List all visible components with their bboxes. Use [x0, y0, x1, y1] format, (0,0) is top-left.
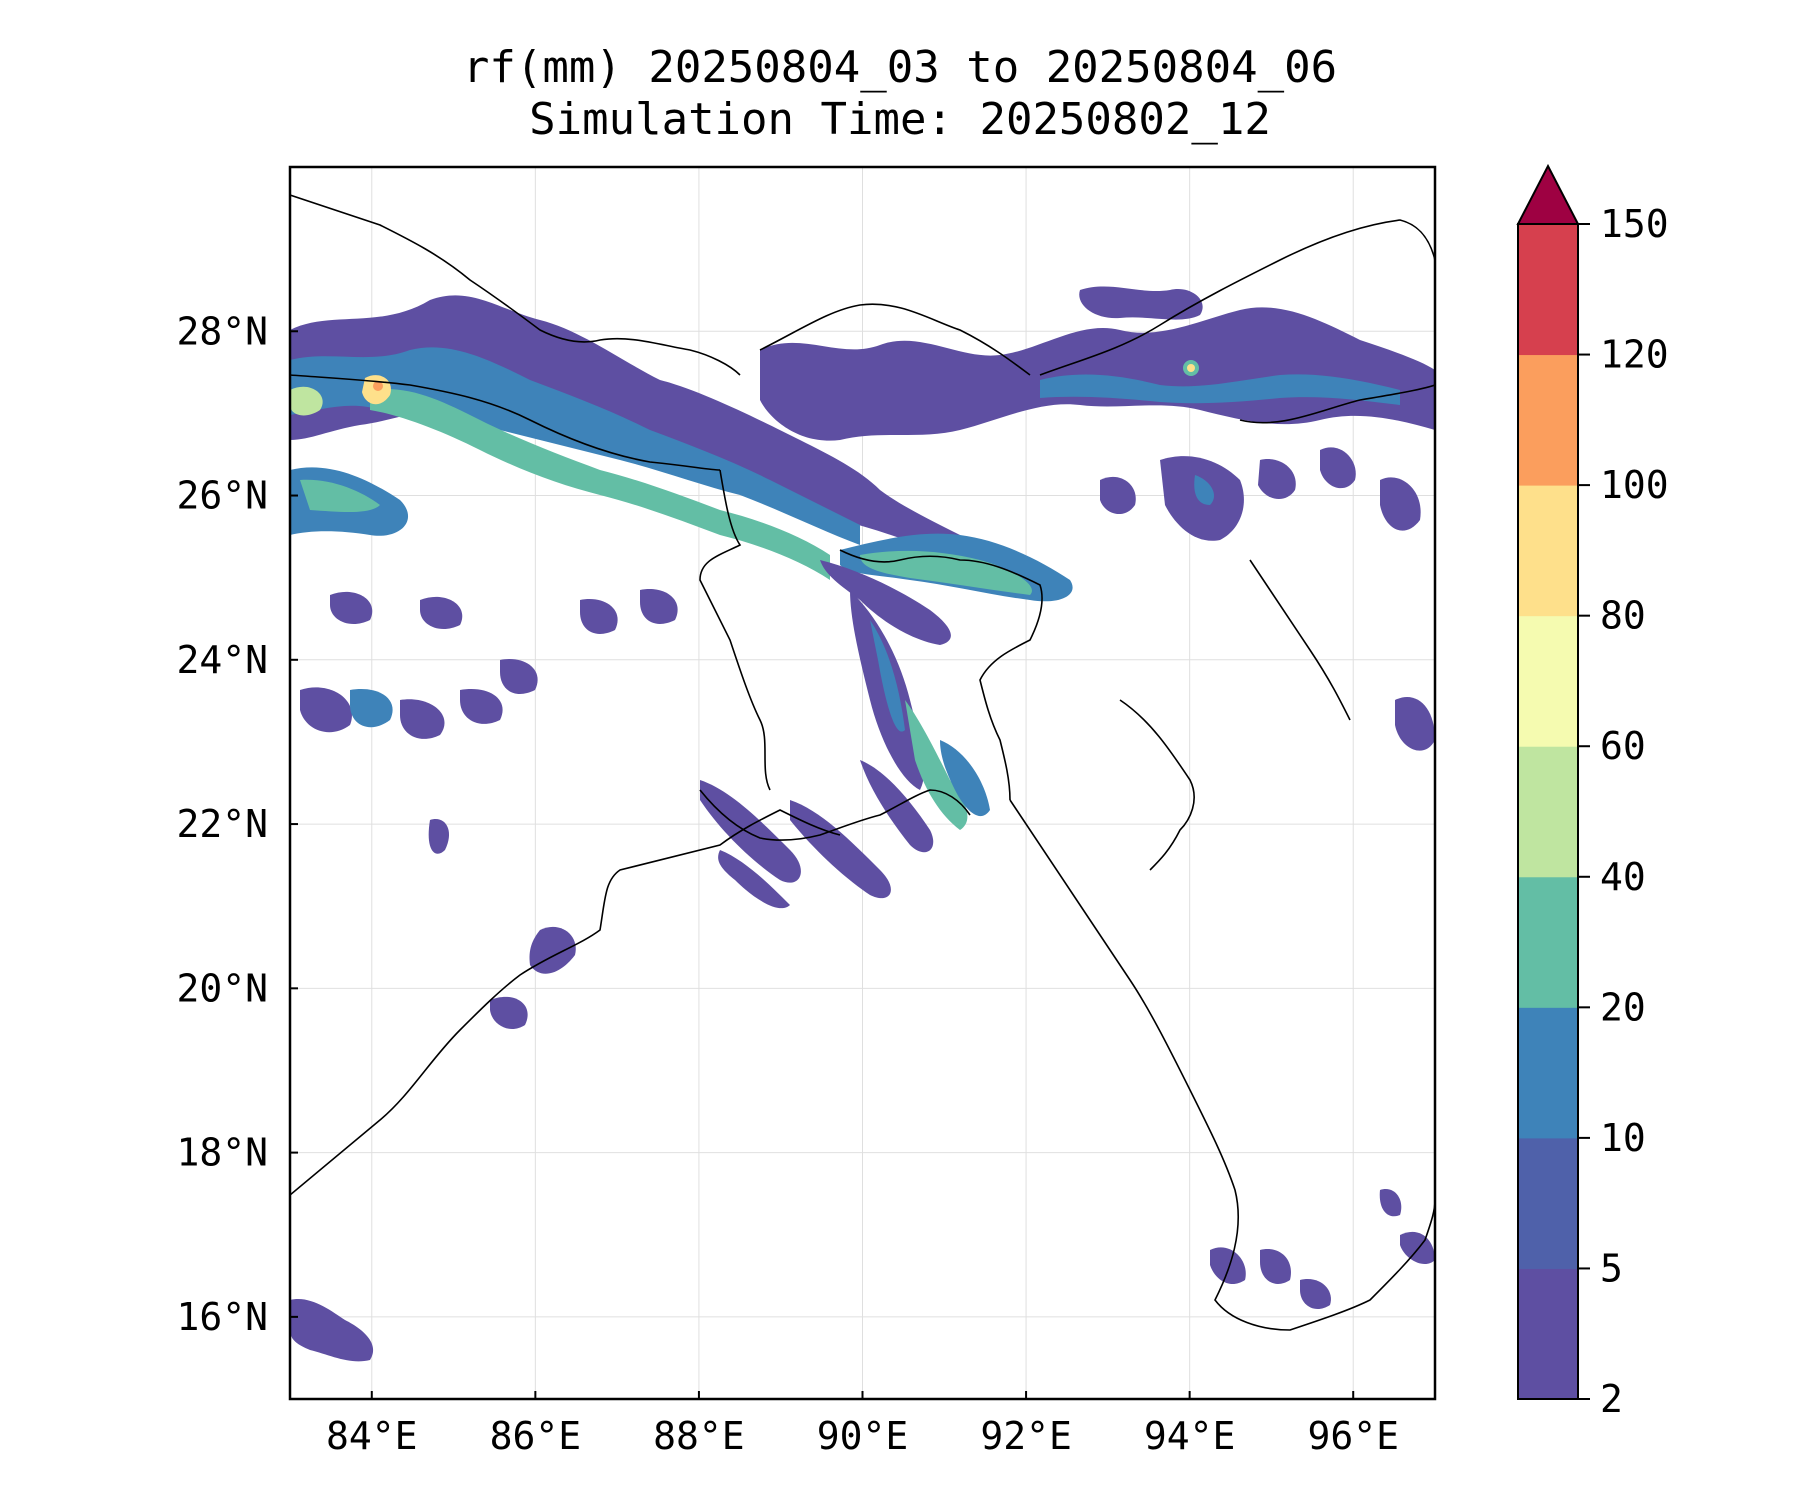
colorbar-tick-label: 20	[1600, 985, 1646, 1029]
rain-band-northeast-blue	[1040, 374, 1400, 405]
lat-tick-label: 26°N	[176, 474, 268, 518]
lat-tick-label: 18°N	[176, 1131, 268, 1175]
border-bhutan-china	[759, 303, 1031, 376]
colorbar-extend-arrow	[1516, 163, 1580, 225]
colorbar-tick-label: 40	[1600, 855, 1646, 899]
colorbar-tick-label: 80	[1600, 594, 1646, 638]
coastline-and-borders	[290, 194, 1435, 1331]
colorbar-tick-label: 10	[1600, 1116, 1646, 1160]
colorbar-tick-label: 2	[1600, 1377, 1623, 1421]
colorbar-tick-label: 120	[1600, 333, 1669, 377]
border-tibet-nepal	[290, 194, 741, 376]
lon-tick-label: 84°E	[326, 1414, 418, 1458]
border-nepal-india	[290, 374, 721, 471]
colorbar-bin	[1518, 224, 1578, 356]
colorbar-frame	[1517, 223, 1579, 1400]
coastline-bangladesh	[699, 789, 971, 841]
border-bangladesh	[699, 469, 1043, 801]
colorbar-bin	[1518, 615, 1578, 747]
rain-patch-myanmar-south	[1210, 1247, 1246, 1285]
lat-tick-label: 16°N	[176, 1295, 268, 1339]
rain-band-northeast	[760, 307, 1435, 441]
lat-tick-label: 28°N	[176, 309, 268, 353]
colorbar: 2 5 10 20 40 60 80 100 120 150	[1516, 163, 1669, 1421]
colorbar-bin	[1518, 746, 1578, 878]
rain-streak-bay-1	[700, 780, 801, 883]
map-title-line-1: rf(mm) 20250804_03 to 20250804_06	[462, 42, 1338, 93]
rainfall-contours	[290, 286, 1435, 1362]
colorbar-bin	[1518, 1137, 1578, 1269]
coastline-myanmar	[1009, 799, 1435, 1331]
colorbar-bin	[1518, 876, 1578, 1008]
lat-tick-label: 20°N	[176, 966, 268, 1010]
rain-band-himalaya-green	[370, 389, 830, 580]
colorbar-tick-label: 5	[1600, 1246, 1623, 1290]
map-title-line-2: Simulation Time: 20250802_12	[529, 94, 1271, 145]
lon-tick-label: 88°E	[653, 1414, 745, 1458]
lon-tick-label: 92°E	[980, 1414, 1072, 1458]
lon-tick-label: 90°E	[817, 1414, 909, 1458]
colorbar-tick-label: 60	[1600, 724, 1646, 768]
lat-tick-label: 24°N	[176, 638, 268, 682]
rain-band-himalaya-west-mid	[290, 347, 860, 545]
lon-tick-label: 96°E	[1307, 1414, 1399, 1458]
colorbar-bin	[1518, 485, 1578, 617]
colorbar-tick-label: 100	[1600, 463, 1669, 507]
lat-tick-label: 22°N	[176, 802, 268, 846]
colorbar-bin	[1518, 1007, 1578, 1139]
latitude-ticks: 16°N 18°N 20°N 22°N 24°N 26°N 28°N	[176, 309, 298, 1339]
colorbar-bin	[1518, 1268, 1578, 1400]
rain-streak-bay-2	[790, 800, 891, 899]
longitude-ticks: 84°E 86°E 88°E 90°E 92°E 94°E 96°E	[326, 1391, 1399, 1458]
border-northeast	[1039, 219, 1435, 871]
lon-tick-label: 86°E	[490, 1414, 582, 1458]
lon-tick-label: 94°E	[1144, 1414, 1236, 1458]
coastline-india-east	[290, 809, 841, 1196]
colorbar-tick-label: 150	[1600, 202, 1669, 246]
rain-core-west	[290, 386, 323, 416]
rain-patch-southwest	[290, 1299, 374, 1362]
colorbar-bin	[1518, 354, 1578, 486]
